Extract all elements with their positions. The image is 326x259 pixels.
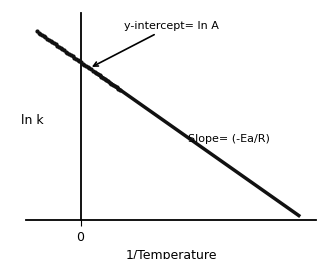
- Text: ln k: ln k: [21, 114, 44, 127]
- X-axis label: 1/Temperature: 1/Temperature: [126, 249, 217, 259]
- Text: Slope= (-Ea/R): Slope= (-Ea/R): [188, 134, 270, 144]
- Text: y-intercept= ln A: y-intercept= ln A: [94, 21, 219, 66]
